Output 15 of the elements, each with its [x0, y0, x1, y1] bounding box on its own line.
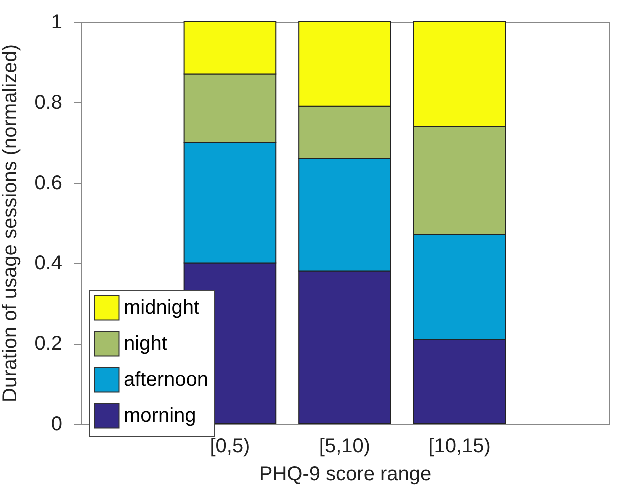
legend-label: midnight: [124, 297, 200, 319]
x-tick-label: [10,15): [428, 436, 491, 458]
legend-label: afternoon: [124, 369, 209, 391]
legend-label: night: [124, 333, 168, 355]
y-tick-label: 0.6: [34, 172, 62, 194]
y-axis-title: Duration of usage sessions (normalized): [0, 44, 22, 402]
y-tick-label: 0: [51, 414, 62, 436]
x-axis-title: PHQ-9 score range: [259, 464, 432, 486]
x-tick-label: [0,5): [210, 436, 250, 458]
legend-label: morning: [124, 405, 196, 427]
y-tick-label: 0.2: [34, 333, 62, 356]
y-tick-label: 0.4: [34, 252, 62, 275]
x-tick-label: [5,10): [319, 436, 371, 458]
y-tick-label: 0.8: [34, 92, 62, 114]
y-tick-label: 1: [51, 12, 62, 34]
